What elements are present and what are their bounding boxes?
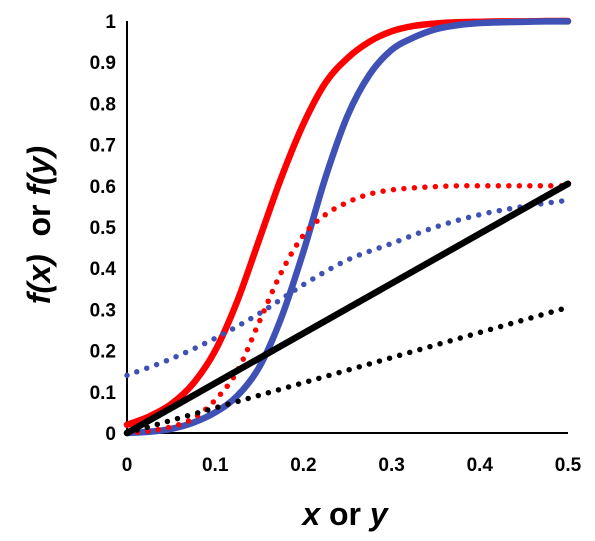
x-tick-label: 0.1 <box>202 455 229 476</box>
x-tick-label: 0.3 <box>378 455 404 476</box>
y-tick-label: 1 <box>105 12 116 33</box>
y-tick-label: 0 <box>105 424 116 445</box>
y-tick-label: 0.2 <box>90 342 116 363</box>
y-tick-label: 0.1 <box>90 383 117 404</box>
y-tick-label: 0.5 <box>90 218 117 239</box>
series-4-dotted-line <box>124 197 571 379</box>
x-tick-label: 0.2 <box>290 455 316 476</box>
x-tick-label: 0 <box>122 455 133 476</box>
y-tick-label: 0.6 <box>90 177 116 198</box>
x-axis-title: x or y <box>300 496 390 532</box>
plot-area <box>126 21 568 434</box>
series-2-solid-line <box>123 18 572 437</box>
y-tick-label: 0.9 <box>90 53 116 74</box>
y-tick-label: 0.4 <box>90 259 117 280</box>
y-axis-title: f(x) or f(y) <box>21 146 57 304</box>
x-tick-label: 0.4 <box>467 455 494 476</box>
series-5-solid-line <box>123 180 572 437</box>
y-tick-label: 0.8 <box>90 94 116 115</box>
y-tick-label: 0.7 <box>90 136 116 157</box>
series-6-dotted-line <box>124 304 571 436</box>
y-tick-label: 0.3 <box>90 300 116 321</box>
tick-labels: 0 0.1 0.2 0.3 0.4 0.5 0 0.1 0.2 0.3 0.4 0.5 0.6 0.7 0.… <box>90 12 582 476</box>
series-layer <box>123 17 572 437</box>
x-tick-label: 0.5 <box>555 455 582 476</box>
